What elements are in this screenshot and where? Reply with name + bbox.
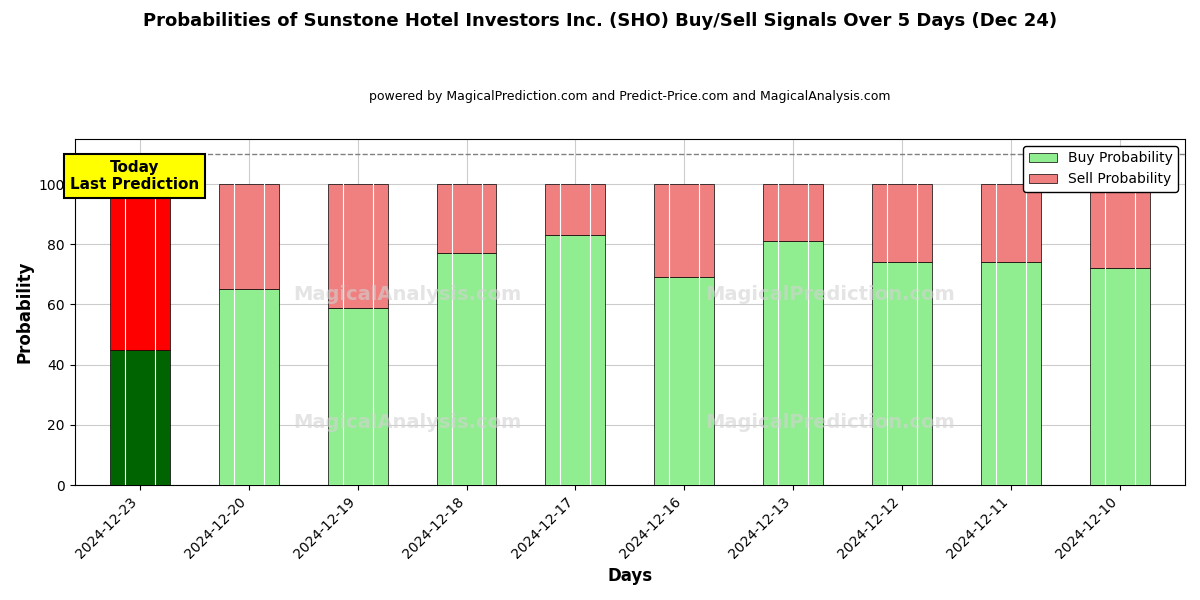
- Bar: [1090, 268, 1150, 485]
- Bar: [872, 184, 932, 262]
- X-axis label: Days: Days: [607, 567, 653, 585]
- Text: Today
Last Prediction: Today Last Prediction: [70, 160, 199, 193]
- Bar: [980, 262, 1040, 485]
- Bar: [110, 184, 170, 350]
- Bar: [546, 184, 605, 235]
- Text: MagicalAnalysis.com: MagicalAnalysis.com: [294, 413, 522, 433]
- Bar: [654, 277, 714, 485]
- Text: MagicalPrediction.com: MagicalPrediction.com: [704, 413, 954, 433]
- Bar: [218, 184, 278, 289]
- Text: Probabilities of Sunstone Hotel Investors Inc. (SHO) Buy/Sell Signals Over 5 Day: Probabilities of Sunstone Hotel Investor…: [143, 12, 1057, 30]
- Bar: [546, 235, 605, 485]
- Bar: [763, 241, 823, 485]
- Y-axis label: Probability: Probability: [16, 261, 34, 363]
- Bar: [437, 184, 497, 253]
- Bar: [872, 262, 932, 485]
- Bar: [980, 184, 1040, 262]
- Text: MagicalPrediction.com: MagicalPrediction.com: [704, 285, 954, 304]
- Bar: [110, 350, 170, 485]
- Bar: [218, 289, 278, 485]
- Bar: [328, 308, 388, 485]
- Bar: [328, 184, 388, 308]
- Legend: Buy Probability, Sell Probability: Buy Probability, Sell Probability: [1024, 146, 1178, 192]
- Title: powered by MagicalPrediction.com and Predict-Price.com and MagicalAnalysis.com: powered by MagicalPrediction.com and Pre…: [370, 90, 890, 103]
- Bar: [437, 253, 497, 485]
- Text: MagicalAnalysis.com: MagicalAnalysis.com: [294, 285, 522, 304]
- Bar: [763, 184, 823, 241]
- Bar: [654, 184, 714, 277]
- Bar: [1090, 184, 1150, 268]
